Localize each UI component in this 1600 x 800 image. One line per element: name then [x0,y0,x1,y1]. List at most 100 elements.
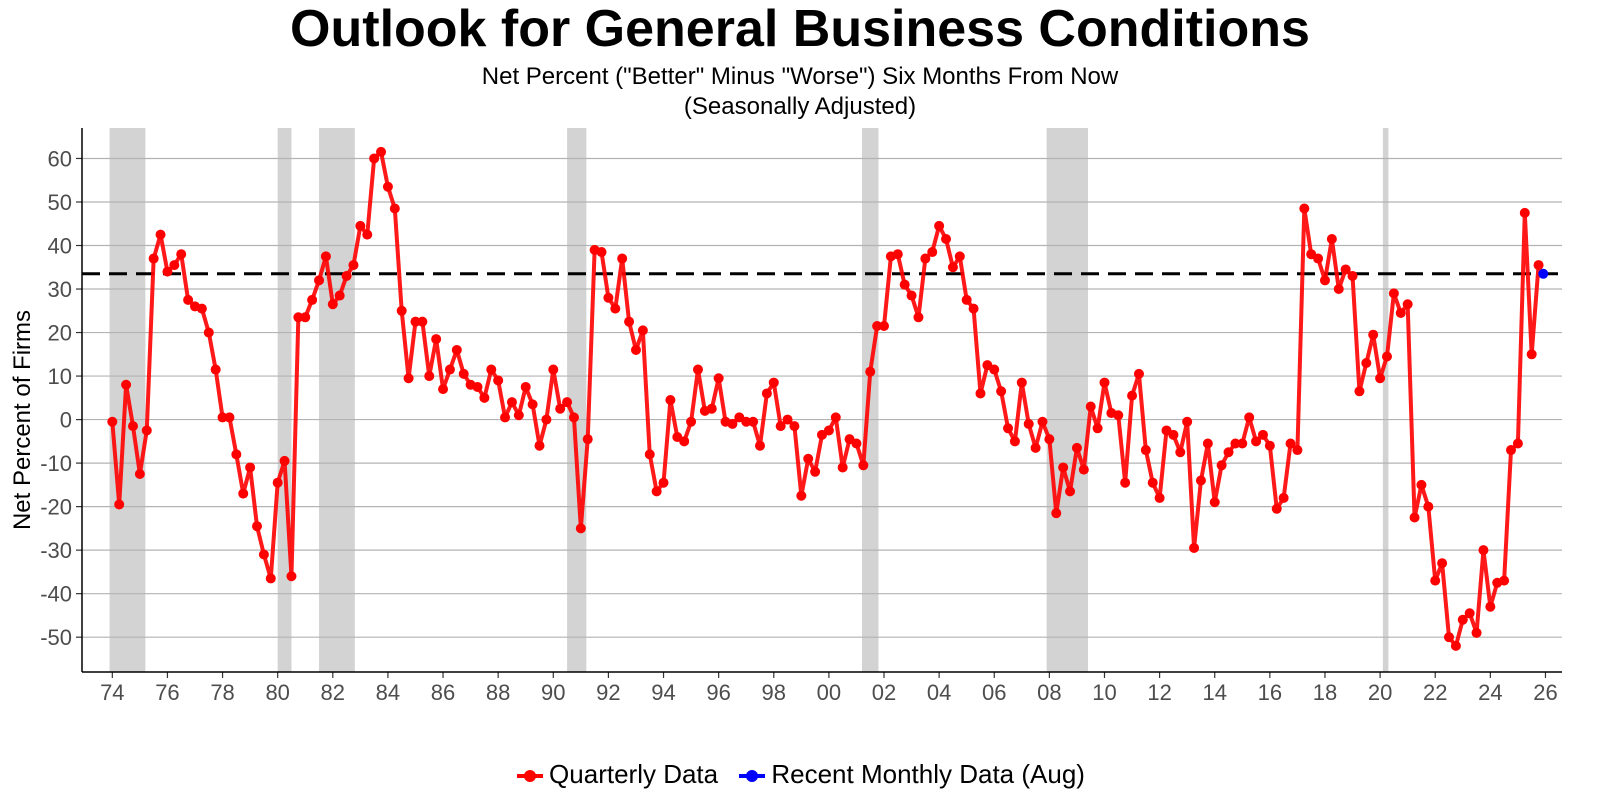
data-point-0 [210,364,221,375]
data-point-0 [1326,233,1337,244]
data-point-0 [1430,575,1441,586]
data-point-0 [1264,440,1275,451]
data-point-0 [506,397,517,408]
data-point-0 [947,262,958,273]
data-point-0 [1506,445,1517,456]
data-point-0 [1533,260,1544,271]
data-point-0 [1416,479,1427,490]
data-point-0 [286,571,297,582]
data-point-0 [906,290,917,301]
data-point-0 [314,275,325,286]
data-point-0 [541,414,552,425]
x-tick-label: 00 [817,680,841,705]
data-point-0 [603,292,614,303]
data-point-0 [500,412,511,423]
data-point-0 [121,379,132,390]
data-point-0 [520,381,531,392]
data-point-0 [941,233,952,244]
data-point-0 [968,303,979,314]
data-point-0 [1244,412,1255,423]
data-point-0 [472,381,483,392]
data-point-0 [713,373,724,384]
y-tick-label: 50 [48,190,72,215]
data-point-0 [1354,386,1365,397]
data-point-0 [1257,429,1268,440]
data-point-0 [954,251,965,262]
data-point-0 [1058,462,1069,473]
data-point-0 [148,253,159,264]
x-tick-label: 18 [1313,680,1337,705]
data-point-0 [431,334,442,345]
data-point-0 [782,414,793,425]
data-point-0 [1189,542,1200,553]
data-point-0 [245,462,256,473]
data-point-0 [1423,501,1434,512]
chart-title: Outlook for General Business Conditions [290,0,1310,58]
x-tick-label: 88 [486,680,510,705]
data-point-0 [803,453,814,464]
data-point-0 [493,375,504,386]
y-tick-label: 30 [48,277,72,302]
data-point-0 [334,290,345,301]
recession-band-4 [861,128,879,672]
data-point-0 [796,490,807,501]
y-tick-label: -20 [40,495,72,520]
data-point-0 [1113,410,1124,421]
data-point-0 [155,229,166,240]
axes: 60 50 40 30 20 10 0 -10 -20 -30 -40 -50 74 76 78 80 82 84… [40,128,1562,705]
data-point-0 [575,523,586,534]
data-point-0 [1478,545,1489,556]
data-point-0 [272,477,283,488]
data-point-0 [865,366,876,377]
y-tick-label: -10 [40,451,72,476]
x-tick-label: 82 [321,680,345,705]
data-point-0 [458,368,469,379]
data-point-0 [162,266,173,277]
series-layer [107,146,1549,651]
recession-band-3 [567,128,587,672]
data-point-0 [775,421,786,432]
data-point-0 [513,410,524,421]
data-point-0 [823,425,834,436]
data-point-0 [1175,447,1186,458]
data-point-0 [1195,475,1206,486]
data-point-0 [624,316,635,327]
x-tick-label: 20 [1368,680,1392,705]
data-point-0 [238,488,249,499]
data-point-0 [1409,512,1420,523]
x-tick-label: 08 [1037,680,1061,705]
data-point-0 [1299,203,1310,214]
data-point-0 [1485,601,1496,612]
data-point-0 [1402,299,1413,310]
data-point-0 [665,395,676,405]
data-point-0 [1003,423,1014,434]
data-point-0 [1251,436,1262,447]
data-point-0 [754,440,765,451]
data-point-0 [1078,464,1089,475]
data-point-0 [658,477,669,488]
legend-label-quarterly: Quarterly Data [549,759,719,790]
y-tick-label: -40 [40,582,72,607]
data-point-0 [320,251,331,262]
legend-label-monthly: Recent Monthly Data (Aug) [771,759,1085,790]
data-point-0 [1464,608,1475,619]
x-tick-label: 76 [155,680,179,705]
data-point-0 [203,327,214,338]
data-point-0 [114,499,125,510]
data-point-0 [837,462,848,473]
data-point-0 [1361,358,1372,369]
data-point-0 [1388,288,1399,299]
data-point-0 [1044,434,1055,445]
data-point-0 [1009,436,1020,447]
data-point-0 [444,364,455,375]
data-point-0 [1023,418,1034,429]
data-point-0 [1051,508,1062,519]
data-point-0 [127,421,138,432]
x-tick-label: 90 [541,680,565,705]
data-point-0 [1512,438,1523,449]
data-point-0 [141,425,152,436]
data-point-0 [279,455,290,466]
data-point-0 [1037,416,1048,427]
x-tick-label: 02 [872,680,896,705]
data-point-0 [1120,477,1131,488]
